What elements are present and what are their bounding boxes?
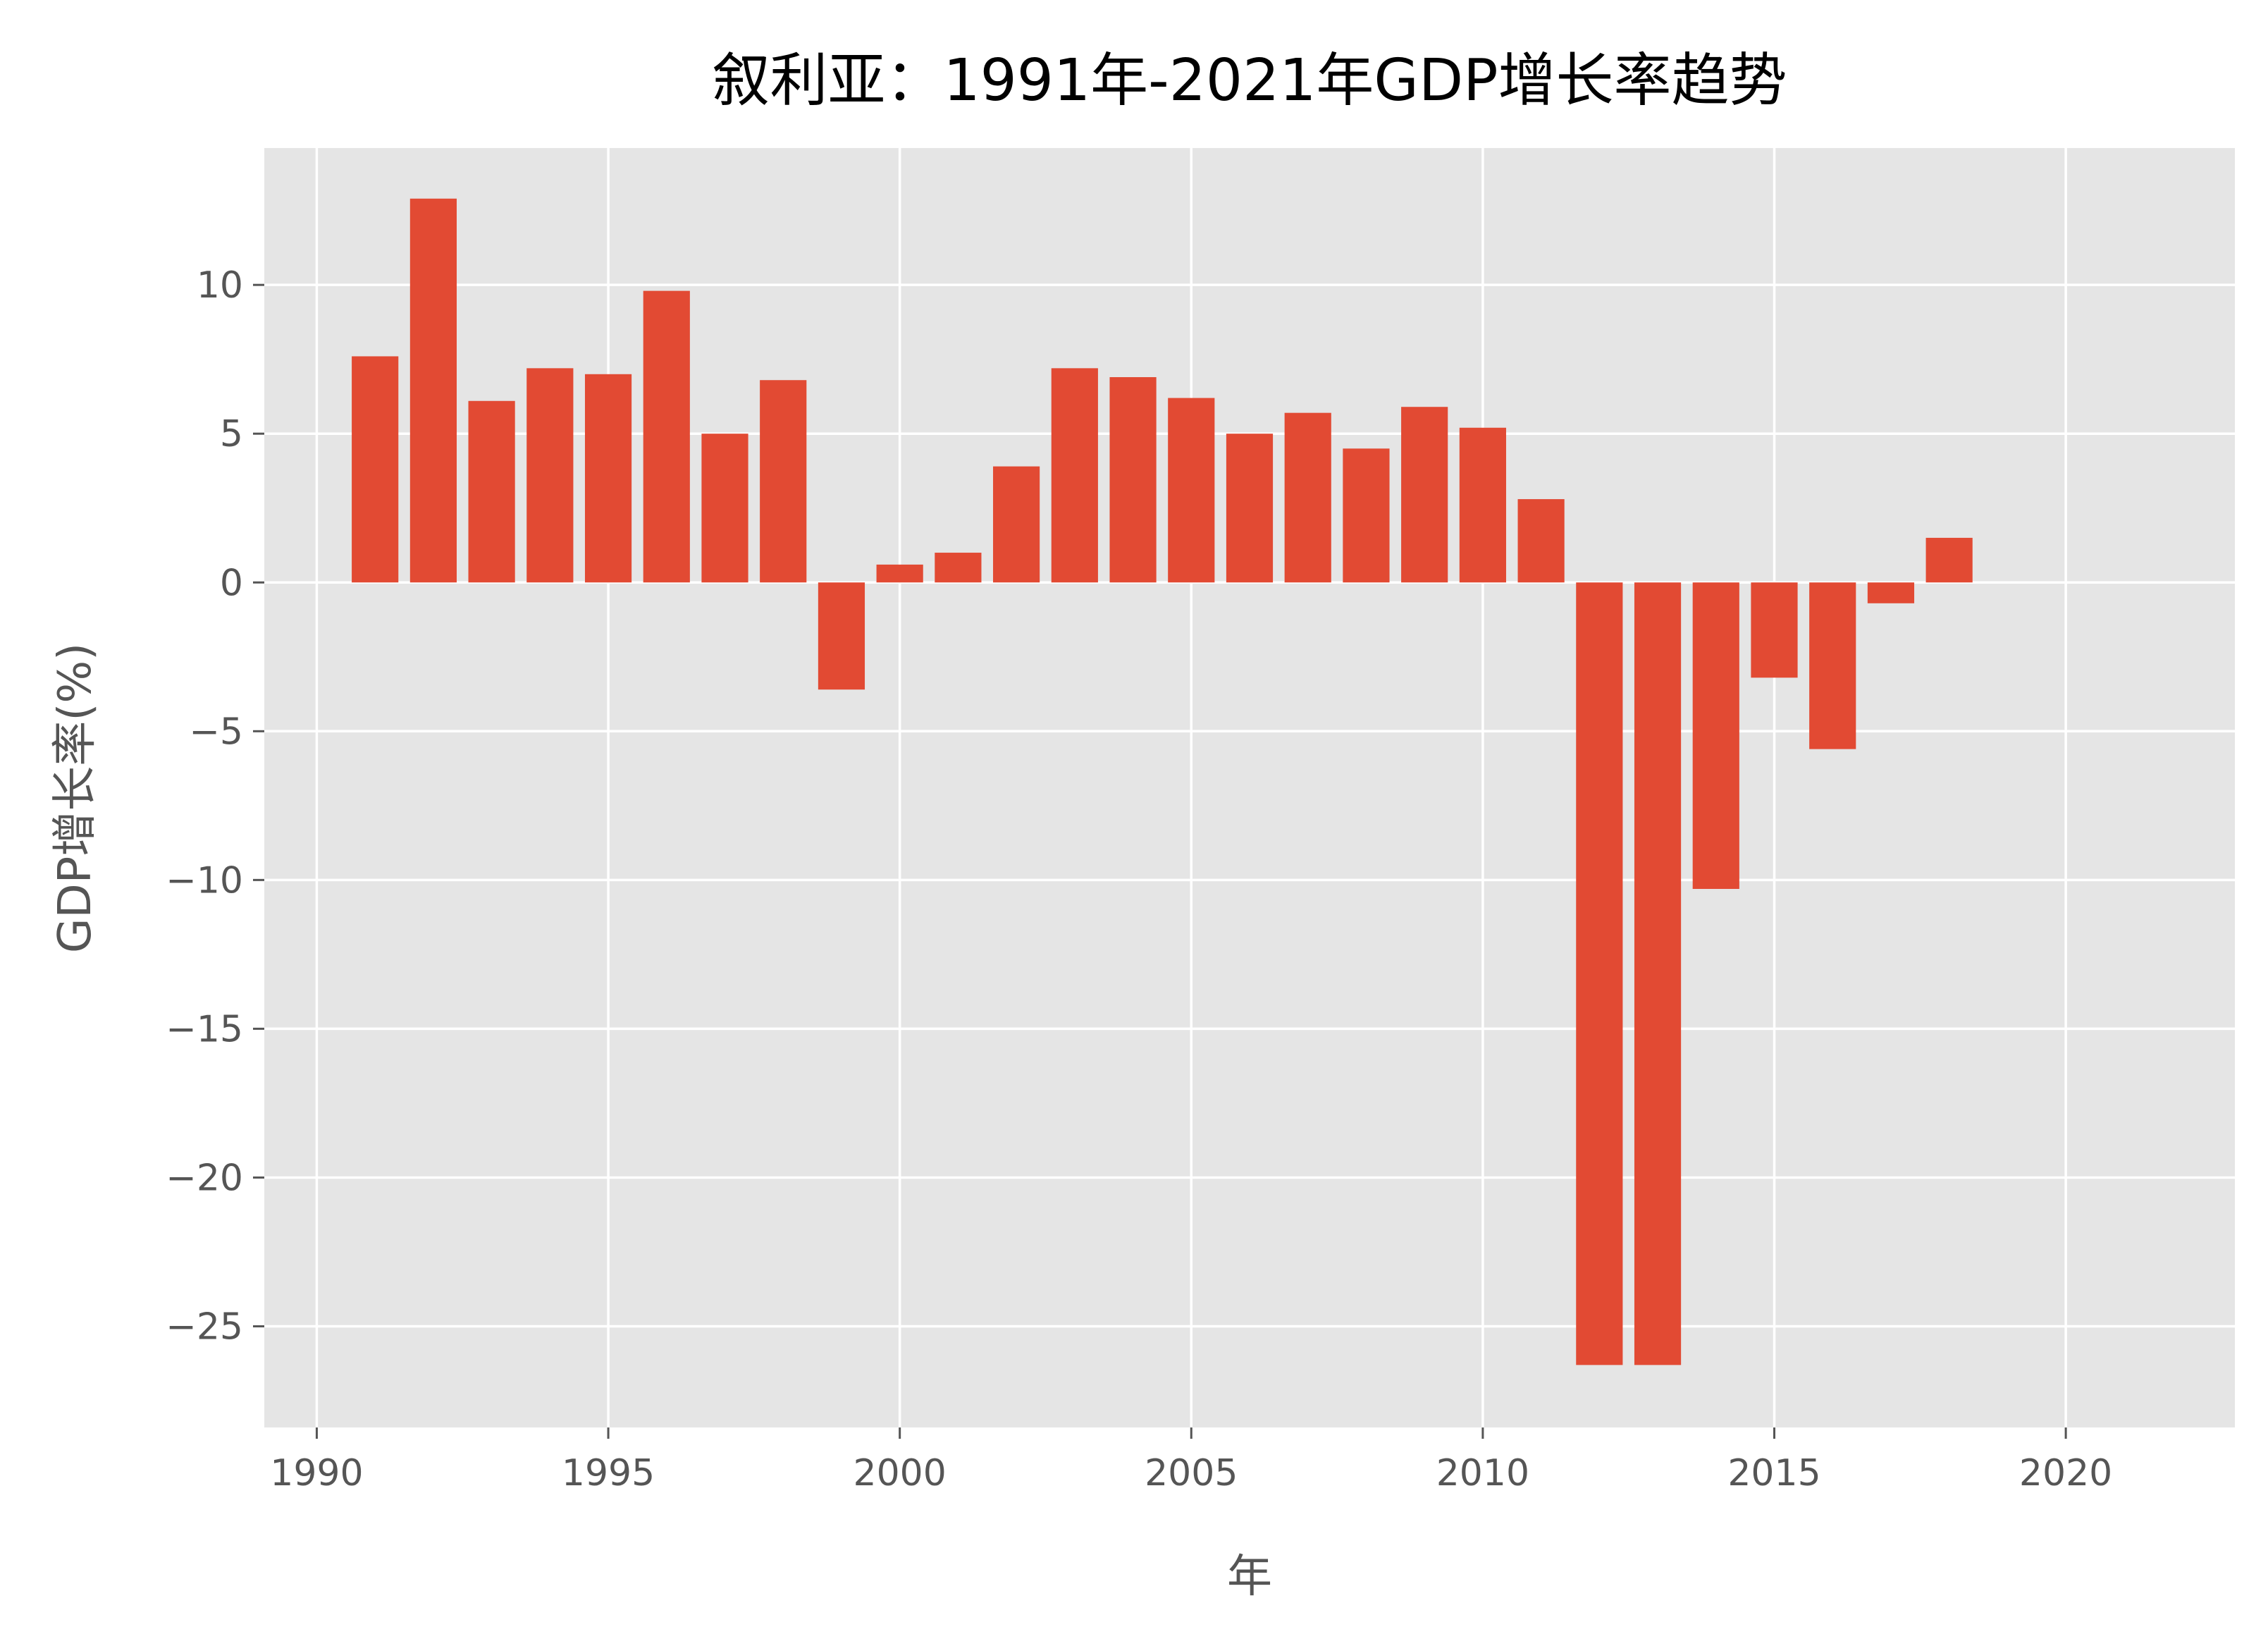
bar-2017 — [1867, 582, 1915, 603]
x-tick-label-2000: 2000 — [853, 1452, 946, 1494]
y-tick-label-2: 0 — [220, 562, 243, 604]
bar-2016 — [1809, 582, 1856, 749]
bar-2014 — [1692, 582, 1739, 890]
x-axis-label: 年 — [1227, 1551, 1272, 1603]
x-tick-label-1990: 1990 — [270, 1452, 363, 1494]
bar-2006 — [1226, 434, 1274, 583]
y-tick-label-7: −25 — [166, 1306, 243, 1348]
bar-1992 — [409, 198, 457, 583]
bar-2004 — [1109, 377, 1157, 583]
bar-2012 — [1576, 582, 1623, 1365]
bar-2005 — [1168, 398, 1215, 583]
y-tick-label-1: 5 — [220, 413, 243, 455]
grid-lines — [264, 148, 2235, 1427]
bar-2003 — [1051, 368, 1098, 583]
bar-2015 — [1751, 582, 1798, 678]
x-tick-label-1995: 1995 — [562, 1452, 655, 1494]
bar-1991 — [352, 356, 399, 583]
bar-2007 — [1284, 412, 1331, 583]
chart-title: 叙利亚：1991年-2021年GDP增长率趋势 — [712, 47, 1787, 114]
bars — [352, 198, 1973, 1365]
bar-1993 — [468, 400, 515, 583]
bar-2018 — [1925, 537, 1973, 583]
bar-2011 — [1517, 499, 1565, 583]
x-tick-label-2015: 2015 — [1727, 1452, 1820, 1494]
bar-2001 — [935, 553, 982, 583]
bar-2009 — [1401, 407, 1448, 583]
bar-1999 — [818, 582, 865, 690]
bar-1995 — [584, 374, 632, 583]
x-tick-label-2005: 2005 — [1145, 1452, 1238, 1494]
plot-background — [264, 148, 2235, 1427]
y-tick-label-6: −20 — [166, 1157, 243, 1199]
x-axis-ticks: 1990 1995 2000 2005 2010 2015 2020 — [270, 1427, 2112, 1494]
bar-1997 — [701, 434, 748, 583]
bar-2013 — [1634, 582, 1682, 1365]
y-tick-label-5: −15 — [166, 1008, 243, 1050]
y-axis-label: GDP增长率(%) — [49, 643, 101, 953]
bar-2008 — [1343, 448, 1390, 583]
bar-1994 — [526, 368, 574, 583]
bar-1998 — [760, 380, 807, 583]
y-axis-ticks: 10 5 0 −5 −10 −15 −20 −25 — [166, 264, 264, 1348]
x-tick-label-2020: 2020 — [2019, 1452, 2112, 1494]
bar-2010 — [1459, 427, 1506, 583]
y-tick-label-4: −10 — [166, 859, 243, 902]
bar-2000 — [876, 564, 923, 583]
y-tick-label-3: −5 — [189, 711, 243, 753]
bar-2002 — [993, 466, 1040, 583]
y-tick-label-0: 10 — [197, 264, 243, 307]
x-tick-label-2010: 2010 — [1436, 1452, 1529, 1494]
bar-1996 — [643, 290, 690, 583]
